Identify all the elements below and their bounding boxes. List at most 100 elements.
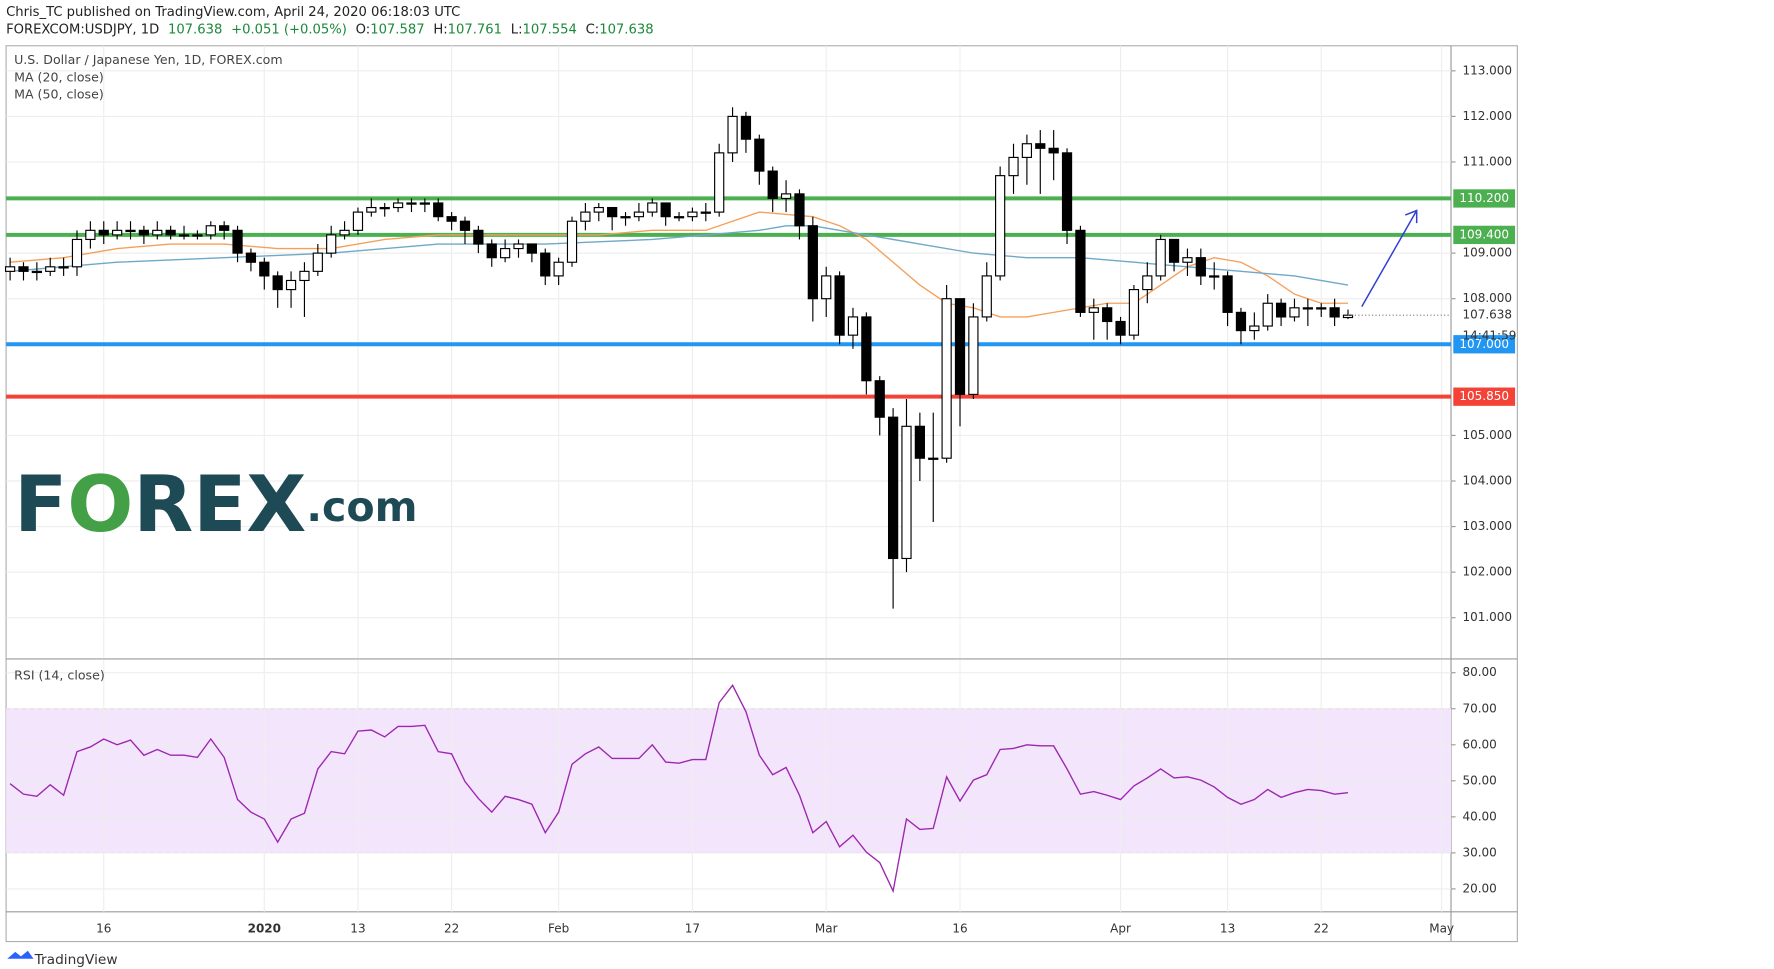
y-tick-label: 20.00 (1462, 881, 1496, 895)
candle-body (1102, 307, 1113, 323)
x-tick-label: 17 (685, 921, 700, 935)
candle-body (566, 220, 578, 263)
candle-body (754, 138, 765, 172)
candle-body (660, 202, 671, 218)
candle-body (1128, 289, 1140, 336)
low-label: L: (511, 22, 523, 37)
candle-body (513, 243, 524, 250)
candle-body (205, 225, 216, 236)
candle-body (740, 115, 752, 140)
candle-body (71, 238, 83, 268)
last-price-label: 107.638 (1462, 308, 1512, 322)
candle-body (553, 261, 564, 277)
candle-body (219, 225, 230, 231)
close-value: 107.638 (599, 22, 653, 37)
candle-body (1289, 307, 1300, 318)
legend-entry: MA (20, close) (14, 69, 104, 84)
candle-body (1035, 143, 1046, 149)
candle-body (1168, 238, 1180, 263)
candle-body (433, 202, 444, 218)
x-tick-label: 13 (1220, 921, 1235, 935)
pane-title: RSI (14, close) (14, 668, 105, 683)
logo-rex: REX (133, 461, 306, 551)
level-tag (1453, 335, 1516, 354)
candle-body (1115, 320, 1126, 336)
candle-body (138, 229, 150, 236)
y-tick-label: 70.00 (1462, 701, 1496, 715)
trend-arrow (1361, 209, 1418, 307)
candle-body (1182, 257, 1193, 263)
candle-body (673, 216, 685, 219)
candle-body (995, 175, 1006, 277)
legend-entry: MA (50, close) (14, 86, 104, 101)
y-tick-label: 40.00 (1462, 809, 1496, 823)
logo-com: .com (306, 483, 417, 531)
candle-body (486, 243, 497, 259)
candle-body (392, 202, 404, 209)
high-label: H: (433, 22, 447, 37)
logo-f: F (14, 461, 67, 551)
x-tick-label: 22 (1314, 921, 1329, 935)
logo: FOREX.com (14, 461, 418, 551)
level-tag-label: 105.850 (1459, 389, 1509, 403)
chart-layer: 16 2020 13 22 Feb 17 Mar 16 Apr 13 22 May 113.000 112… (4, 45, 1518, 942)
candle-body (326, 234, 337, 254)
candle-body (285, 279, 297, 291)
candle-body (526, 243, 538, 254)
candle-body (379, 206, 390, 210)
y-tick-label: 109.000 (1462, 246, 1512, 260)
candle-body (981, 275, 992, 318)
x-tick-label: 22 (444, 921, 459, 935)
candle-body (500, 247, 511, 259)
symbol: FOREXCOM:USDJPY, 1D (6, 22, 159, 37)
candle-body (847, 316, 859, 336)
candle-body (31, 270, 42, 274)
candle-body (794, 193, 805, 227)
candle-body (178, 234, 190, 237)
moving-average (10, 211, 1348, 318)
open-label: O: (356, 22, 371, 37)
candle-body (861, 316, 872, 382)
candle-body (874, 380, 885, 418)
candle-body (714, 152, 725, 213)
candle-body (1048, 147, 1059, 154)
candle-body (928, 457, 939, 460)
candle-body (647, 202, 658, 213)
candle-body (366, 206, 377, 213)
candle-body (687, 211, 698, 218)
candle-body (1021, 143, 1033, 158)
candle-body (807, 225, 818, 300)
footer-icon (7, 950, 34, 959)
footer-brand[interactable]: TradingView (34, 952, 118, 968)
candle-body (834, 275, 845, 336)
x-tick-label: May (1429, 921, 1454, 935)
candle-body (125, 229, 136, 233)
candle-body (1061, 152, 1073, 231)
candle-body (459, 220, 471, 231)
candle-body (780, 193, 792, 200)
level-tag (1453, 189, 1516, 208)
candle-body (45, 266, 56, 272)
candle-body (232, 229, 243, 254)
chart-title: U.S. Dollar / Japanese Yen, 1D, FOREX.co… (14, 52, 282, 67)
y-tick-label: 111.000 (1462, 154, 1512, 168)
x-tick-label: 16 (96, 921, 111, 935)
candle-body (954, 298, 966, 395)
candle-body (58, 266, 69, 269)
countdown: 14:41:59 (1462, 328, 1516, 342)
chart-frame (5, 45, 1518, 943)
candle-body (85, 229, 96, 241)
x-tick-label: Apr (1110, 921, 1131, 935)
level-tag (1453, 387, 1516, 406)
y-tick-label: 101.000 (1462, 610, 1512, 624)
candle-body (1142, 275, 1153, 291)
candle-body (112, 229, 123, 236)
candle-body (18, 266, 29, 272)
candle-body (968, 316, 979, 395)
candle-body (245, 252, 257, 263)
candle-body (299, 270, 310, 282)
last-price: 107.638 (168, 22, 222, 37)
symbol-line: FOREXCOM:USDJPY, 1D 107.638 +0.051 (+0.0… (6, 22, 653, 37)
candle-body (419, 202, 430, 205)
